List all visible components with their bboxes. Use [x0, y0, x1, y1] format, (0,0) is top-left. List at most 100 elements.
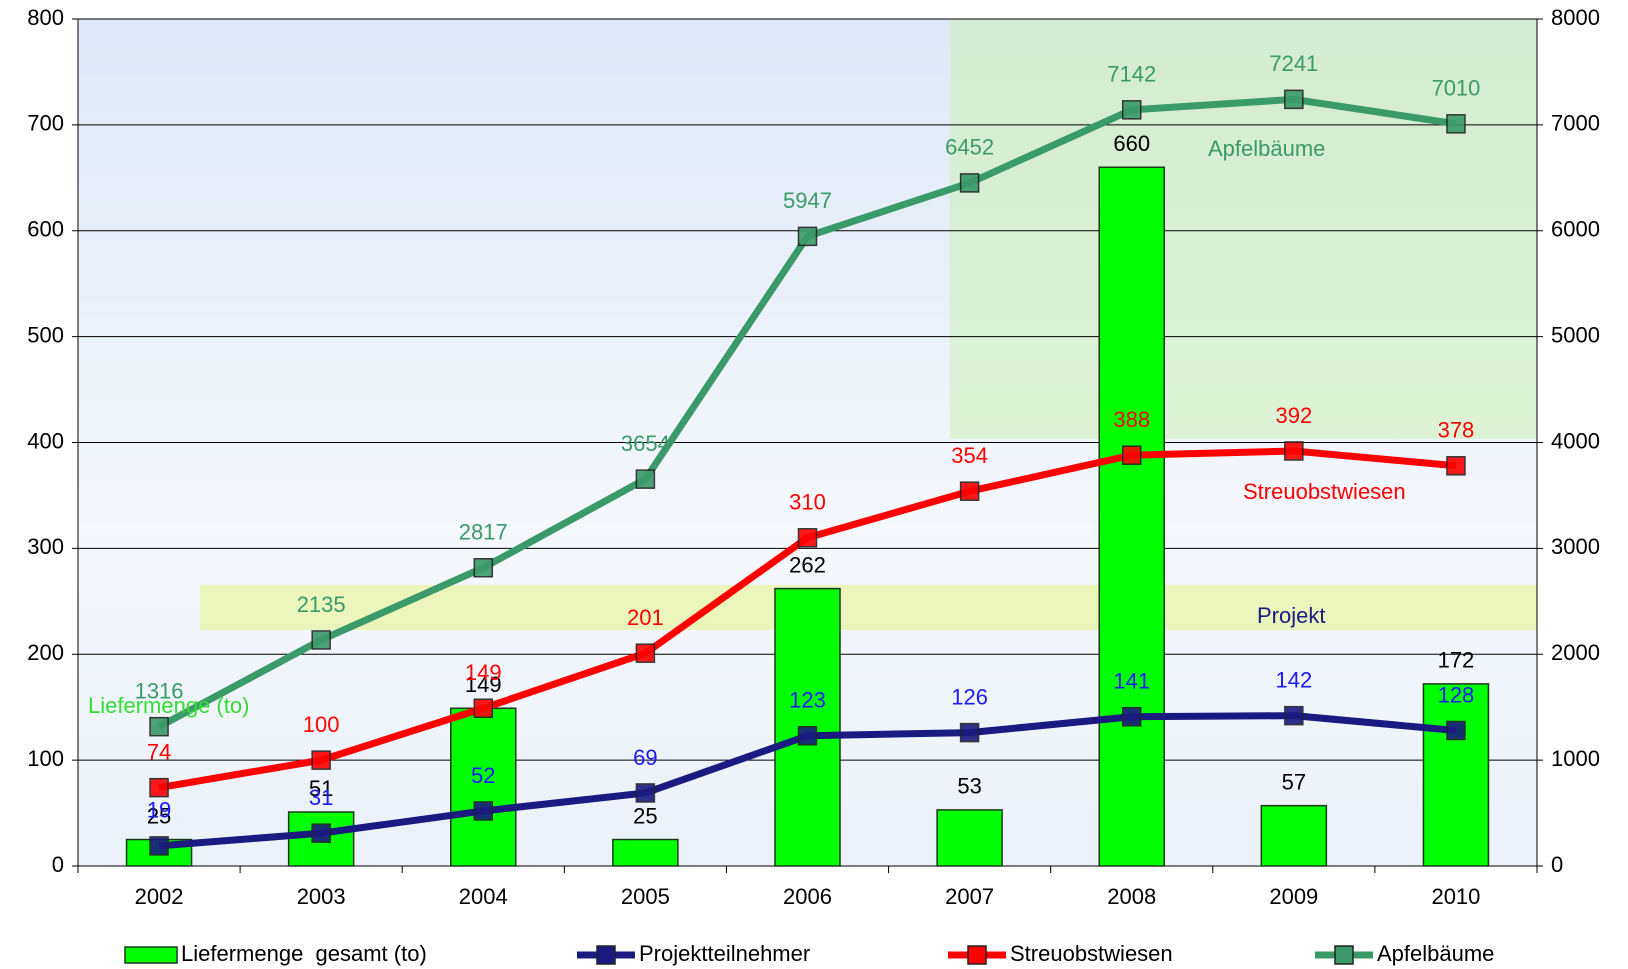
legend-marker — [596, 945, 616, 965]
background-tree — [950, 19, 1537, 439]
legend-swatch — [124, 946, 178, 964]
data-label: 149 — [465, 660, 502, 685]
y-tick-label: 800 — [27, 5, 64, 30]
x-tick-label: 2006 — [783, 884, 832, 909]
data-label: 6452 — [945, 135, 994, 160]
data-label: 57 — [1282, 769, 1306, 794]
legend-marker — [967, 945, 987, 965]
y2-tick-label: 4000 — [1551, 428, 1600, 453]
data-label: 19 — [147, 798, 171, 823]
marker — [311, 630, 331, 650]
x-tick-label: 2010 — [1431, 884, 1480, 909]
marker — [635, 783, 656, 803]
data-label: 149 — [465, 672, 502, 697]
data-label: 5947 — [783, 188, 832, 213]
data-label: 378 — [1438, 418, 1475, 443]
data-label: 53 — [957, 774, 981, 799]
y-tick-label: 500 — [27, 322, 64, 347]
bar — [1098, 166, 1165, 867]
data-label: 7142 — [1107, 62, 1156, 87]
marker — [1284, 89, 1304, 110]
marker — [959, 722, 980, 743]
data-label: 31 — [309, 785, 333, 810]
data-label: 354 — [951, 443, 988, 468]
legend-label: Streuobstwiesen — [1010, 941, 1173, 966]
data-label: 126 — [951, 684, 988, 709]
y-tick-label: 400 — [27, 428, 64, 453]
bar — [612, 838, 679, 867]
marker — [1284, 705, 1304, 726]
marker — [959, 481, 980, 501]
annotation: Apfelbäume — [1208, 136, 1325, 161]
x-tick-label: 2008 — [1107, 884, 1156, 909]
data-label: 25 — [147, 803, 171, 828]
data-label: 25 — [633, 803, 657, 828]
x-tick-label: 2002 — [135, 884, 184, 909]
y-tick-label: 300 — [27, 534, 64, 559]
annotation: Streuobstwiesen — [1243, 479, 1406, 504]
bar — [936, 809, 1003, 867]
marker — [473, 558, 494, 578]
data-label: 3654 — [621, 431, 670, 456]
legend-label: Liefermenge gesamt (to) — [181, 941, 427, 966]
marker — [635, 643, 656, 663]
y-tick-label: 100 — [27, 746, 64, 771]
y-tick-label: 700 — [27, 111, 64, 136]
data-label: 388 — [1113, 407, 1150, 432]
marker — [1121, 445, 1142, 465]
marker — [635, 469, 656, 489]
y-tick-label: 0 — [52, 852, 64, 877]
data-label: 172 — [1438, 648, 1475, 673]
marks — [125, 89, 1490, 867]
data-label: 310 — [789, 490, 826, 515]
bar — [450, 707, 517, 867]
marker — [1446, 114, 1466, 134]
marker — [1446, 720, 1466, 741]
data-label: 74 — [147, 739, 171, 764]
marker — [797, 226, 818, 247]
y2-tick-label: 6000 — [1551, 217, 1600, 242]
annotation: Projekt — [1257, 603, 1325, 628]
data-label: 51 — [309, 776, 333, 801]
data-label: 7241 — [1269, 51, 1318, 76]
marker — [1284, 441, 1304, 461]
data-label: 2135 — [297, 592, 346, 617]
marker — [473, 801, 494, 821]
annotation: Liefermenge (to) — [88, 693, 249, 718]
y-tick-label: 200 — [27, 640, 64, 665]
y2-tick-label: 0 — [1551, 852, 1563, 877]
data-label: 52 — [471, 763, 495, 788]
y2-tick-label: 7000 — [1551, 111, 1600, 136]
y-tick-label: 600 — [27, 217, 64, 242]
marker — [149, 777, 169, 798]
data-label: 100 — [303, 712, 340, 737]
legend-label: Apfelbäume — [1377, 941, 1494, 966]
marker — [149, 836, 169, 856]
y2-tick-label: 1000 — [1551, 746, 1600, 771]
marker — [1121, 100, 1142, 120]
marker — [797, 528, 818, 548]
marker — [311, 823, 331, 843]
data-label: 128 — [1438, 682, 1475, 707]
legend-marker — [1334, 945, 1354, 965]
data-label: 2817 — [459, 520, 508, 545]
data-label: 262 — [789, 552, 826, 577]
legend-label: Projektteilnehmer — [639, 941, 810, 966]
marker — [149, 716, 169, 737]
x-tick-label: 2005 — [621, 884, 670, 909]
marker — [959, 173, 980, 193]
data-label: 1316 — [135, 678, 184, 703]
data-label: 392 — [1275, 403, 1312, 428]
x-tick-label: 2009 — [1269, 884, 1318, 909]
marker — [1446, 456, 1466, 476]
data-label: 7010 — [1431, 76, 1480, 101]
x-tick-label: 2004 — [459, 884, 508, 909]
x-tick-label: 2003 — [297, 884, 346, 909]
y2-tick-label: 8000 — [1551, 5, 1600, 30]
y2-tick-label: 2000 — [1551, 640, 1600, 665]
data-label: 201 — [627, 605, 664, 630]
y2-tick-label: 3000 — [1551, 534, 1600, 559]
marker — [311, 750, 331, 770]
data-label: 123 — [789, 688, 826, 713]
